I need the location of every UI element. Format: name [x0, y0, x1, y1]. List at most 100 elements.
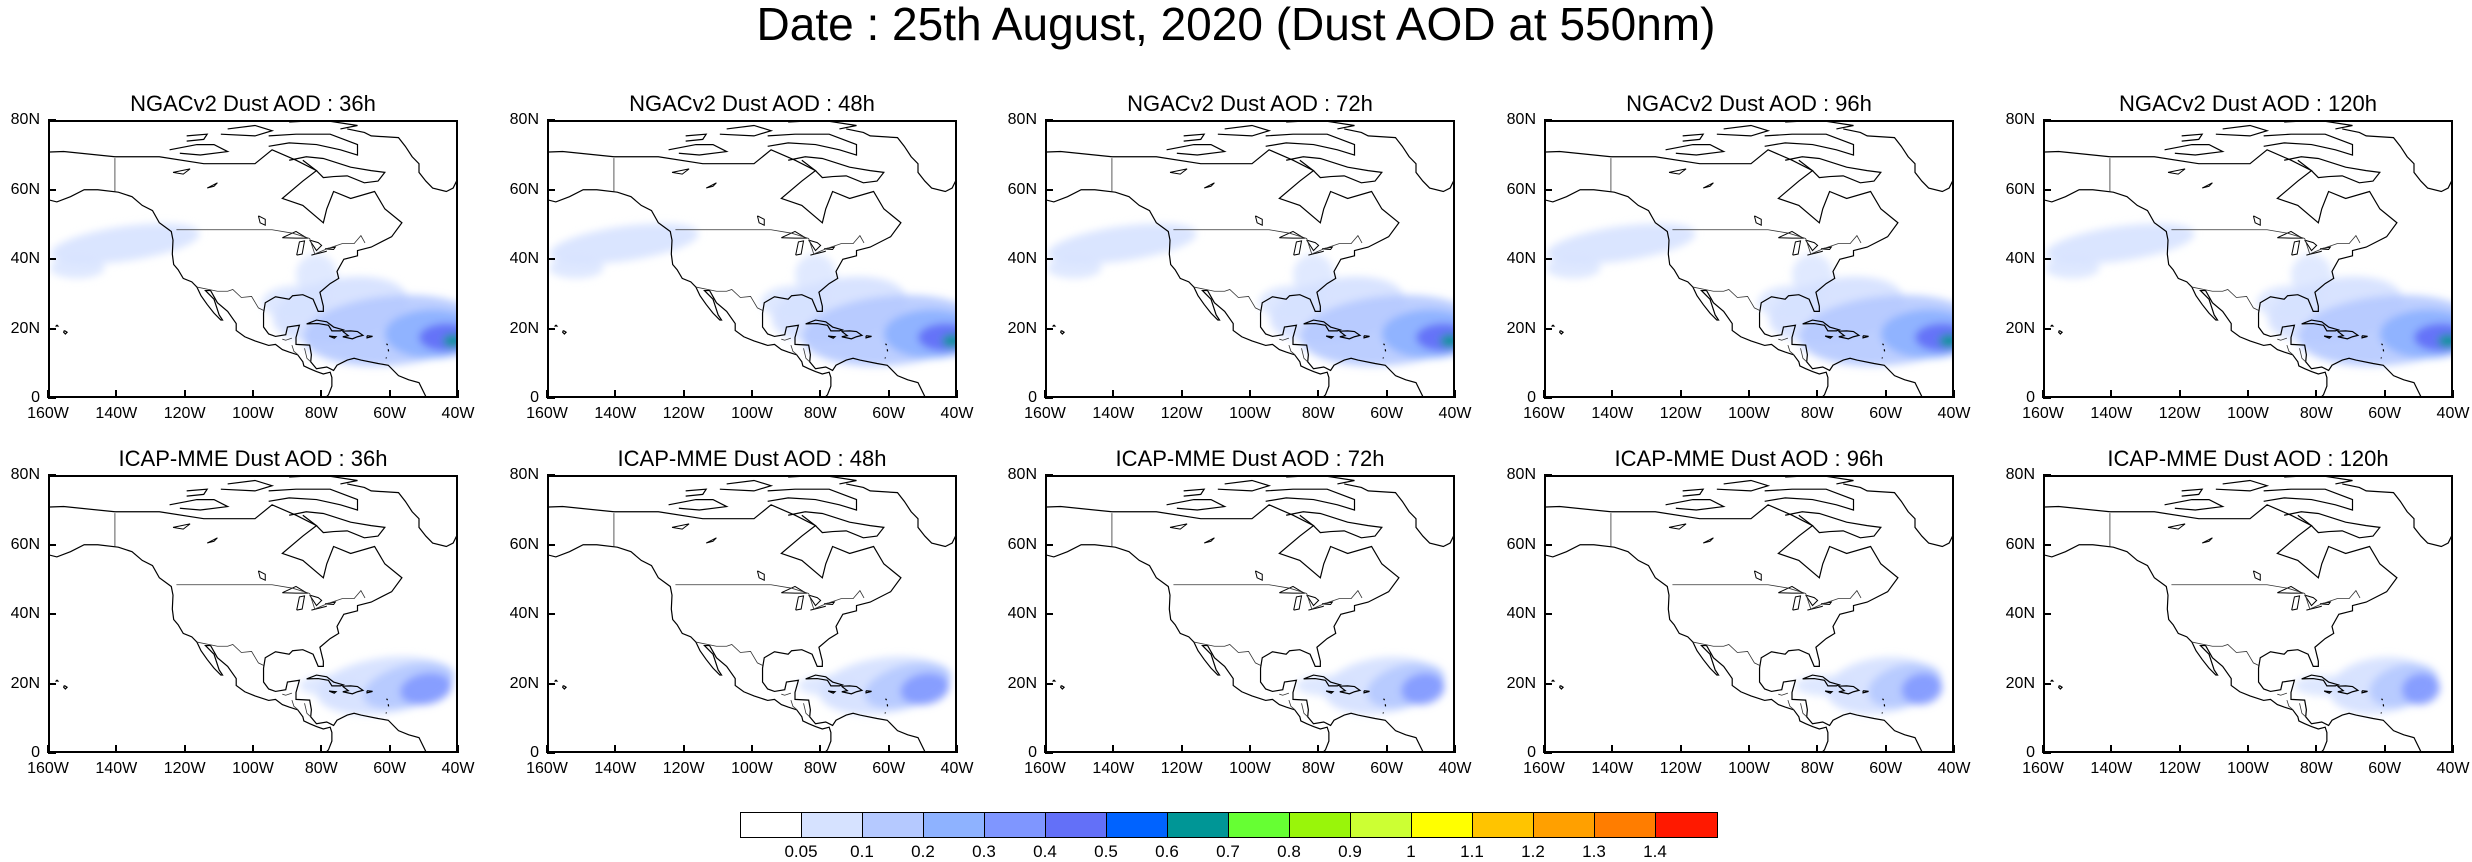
panel-title: ICAP-MME Dust AOD : 96h	[1614, 446, 1884, 471]
lon-tick-mark	[1317, 745, 1320, 753]
lake-outline	[2201, 537, 2213, 544]
lon-tick-mark	[2315, 390, 2318, 398]
lat-tick-label: 0	[2026, 389, 2035, 406]
lake-outline	[1805, 239, 1819, 252]
lake-outline	[1293, 240, 1303, 256]
country-border	[196, 641, 264, 666]
lon-tick-label: 140W	[1591, 760, 1634, 777]
lon-tick-mark	[183, 745, 186, 753]
coastline	[1047, 149, 1424, 396]
colorbar-label: 1	[1406, 842, 1416, 861]
country-border	[1288, 699, 1295, 710]
coastline	[2337, 330, 2360, 340]
coastline	[1862, 690, 1869, 694]
lat-tick-label: 20N	[10, 319, 40, 337]
lat-tick-label: 20N	[2005, 674, 2035, 692]
lake-outline	[1668, 168, 1687, 175]
map-panel	[2043, 120, 2453, 398]
coastline	[62, 684, 69, 690]
lake-outline	[2252, 215, 2261, 226]
lon-tick-label: 160W	[27, 760, 69, 777]
lon-tick-label: 160W	[27, 405, 69, 422]
coastline	[685, 488, 708, 497]
colorbar-label: 1.2	[1521, 842, 1545, 861]
coastline	[1716, 124, 1771, 137]
country-border	[803, 703, 810, 718]
atlantic-dust-max	[2437, 333, 2451, 348]
coastline	[788, 156, 885, 184]
lake-outline	[257, 215, 266, 226]
lon-tick-mark	[388, 390, 391, 398]
colorbar-swatch	[863, 813, 924, 837]
colorbar-label: 0.7	[1216, 842, 1240, 861]
lake-outline	[1279, 585, 1306, 594]
country-border	[695, 641, 763, 666]
east-coast-dust	[1293, 254, 1334, 296]
coastline	[268, 488, 359, 511]
lake-outline	[1306, 594, 1320, 607]
coastline	[1363, 335, 1370, 339]
coastline	[2380, 357, 2382, 359]
lat-tick-label: 0	[2026, 744, 2035, 761]
lat-tick-label: 20N	[509, 319, 539, 337]
lat-tick-label: 0	[1527, 744, 1536, 761]
lake-outline	[1306, 239, 1320, 252]
coastline	[719, 479, 774, 492]
lon-tick-label: 80W	[803, 405, 837, 422]
country-border	[196, 286, 264, 311]
lon-tick-mark	[614, 390, 617, 398]
lon-tick-label: 60W	[2368, 760, 2402, 777]
lake-outline	[2167, 523, 2186, 530]
lon-tick-label: 40W	[1937, 405, 1971, 422]
coastline	[788, 511, 885, 539]
coastline	[50, 189, 333, 396]
lon-tick-label: 120W	[1160, 405, 1203, 422]
coastline	[788, 477, 857, 485]
country-border	[176, 584, 366, 610]
lon-tick-mark	[1454, 390, 1456, 398]
coastline	[2164, 143, 2225, 156]
coastline	[846, 483, 955, 548]
lat-tick-mark	[1045, 327, 1053, 330]
colorbar-swatch	[741, 813, 802, 837]
coastline	[220, 479, 275, 492]
coastline	[1546, 189, 1829, 396]
lake-outline	[1702, 182, 1714, 189]
lon-tick-mark	[751, 390, 753, 398]
lat-tick-mark	[1544, 258, 1552, 260]
colorbar-swatch	[1656, 813, 1717, 837]
panel-title: NGACv2 Dust AOD : 48h	[629, 91, 875, 116]
lon-tick-mark	[115, 745, 118, 753]
coastline	[767, 488, 858, 511]
lat-tick-label: 80N	[2005, 466, 2035, 483]
lon-tick-label: 120W	[662, 405, 705, 422]
lon-tick-mark	[1317, 390, 1320, 398]
coastline	[2050, 324, 2055, 327]
lon-tick-mark	[956, 390, 958, 398]
lat-tick-label: 80N	[1007, 111, 1037, 128]
lat-tick-label: 20N	[1506, 674, 1536, 692]
coastline	[2323, 335, 2333, 339]
lon-tick-mark	[457, 390, 459, 398]
coastline	[1881, 712, 1883, 714]
lake-outline	[808, 594, 822, 607]
country-border	[1787, 344, 1794, 355]
lake-outline	[296, 595, 306, 611]
coastline	[767, 133, 858, 156]
lon-tick-label: 100W	[232, 405, 274, 422]
colorbar-swatch	[1168, 813, 1229, 837]
coastline	[805, 674, 845, 687]
coastline	[805, 319, 845, 332]
coastline	[2284, 477, 2353, 485]
lon-tick-label: 140W	[1591, 405, 1634, 422]
coastline	[366, 335, 373, 339]
lon-tick-mark	[1543, 390, 1545, 398]
coastline	[2342, 483, 2451, 548]
coastline	[347, 483, 456, 548]
coastline	[2284, 122, 2353, 130]
east-coast-dust	[2291, 254, 2332, 296]
coastline	[366, 690, 373, 694]
lat-tick-label: 0	[530, 744, 539, 761]
country-border	[2299, 703, 2306, 718]
lon-tick-label: 100W	[232, 760, 274, 777]
